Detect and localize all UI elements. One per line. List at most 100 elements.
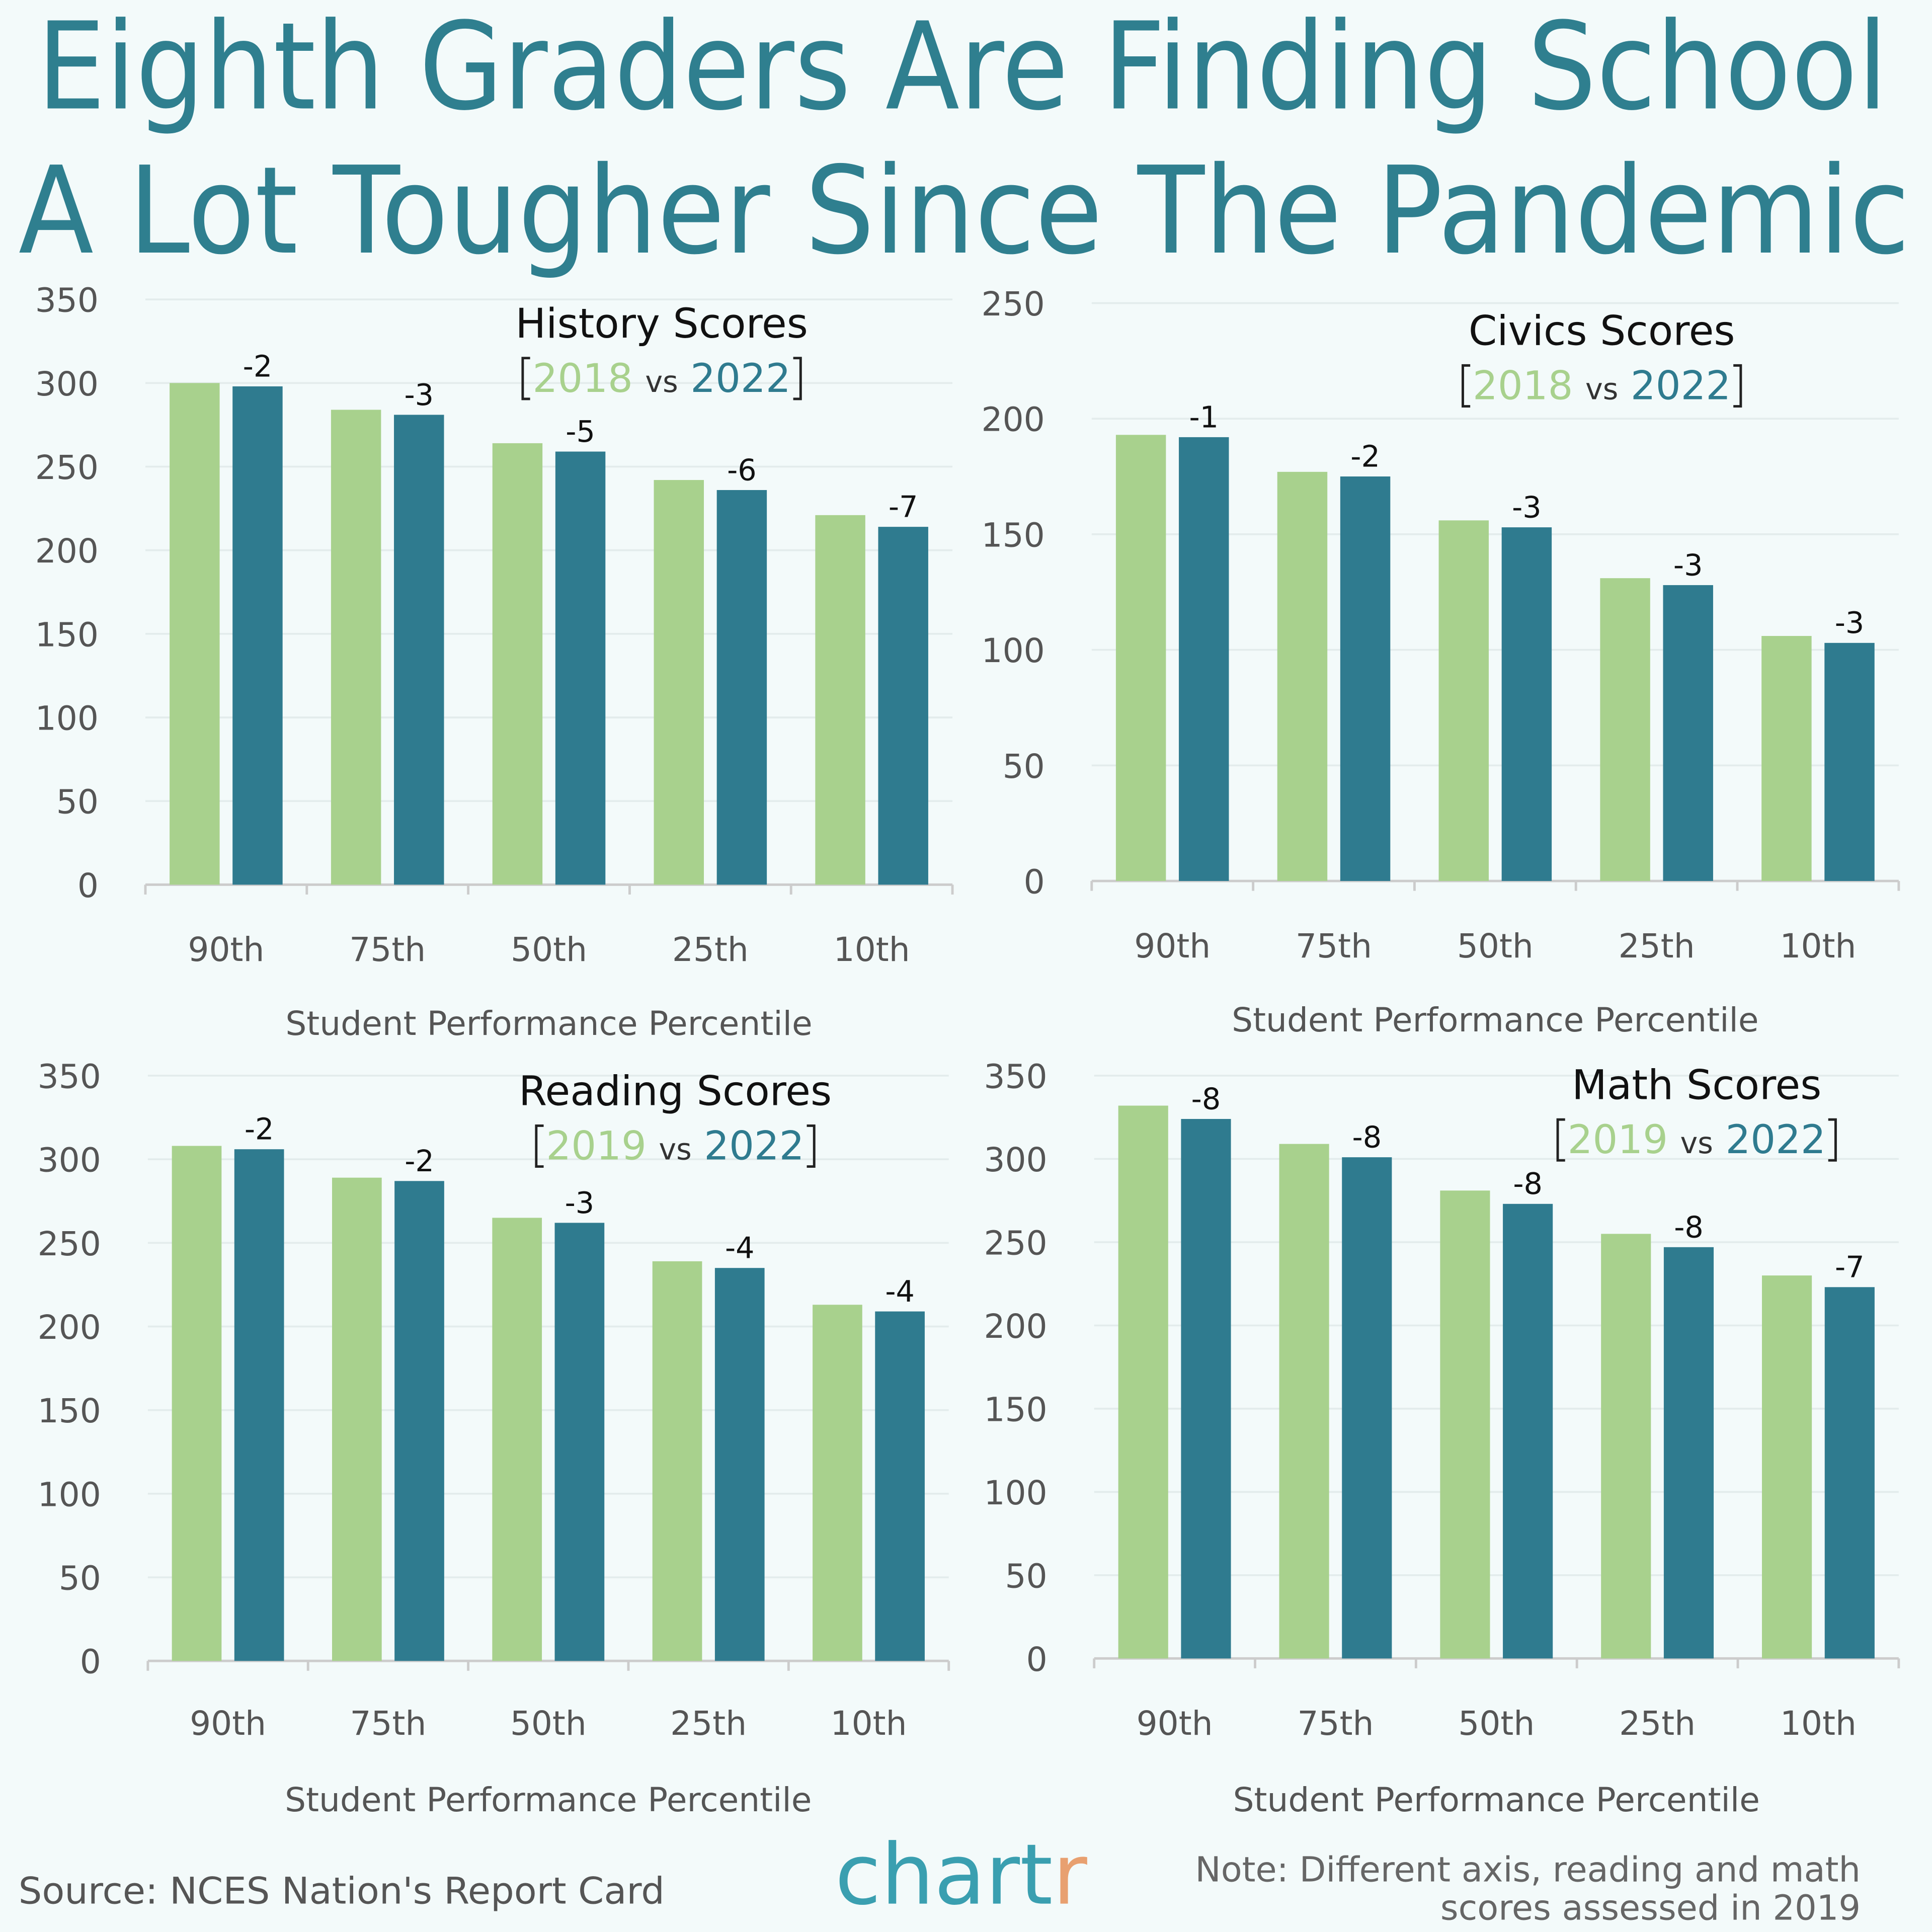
bar bbox=[394, 1181, 444, 1661]
x-tick-label: 10th bbox=[831, 1704, 907, 1743]
x-axis-title: Student Performance Percentile bbox=[1233, 1781, 1760, 1819]
bar bbox=[1277, 471, 1328, 881]
chart-title: Math Scores bbox=[1572, 1062, 1821, 1109]
legend-separator: vs bbox=[1680, 1125, 1713, 1160]
bar bbox=[1601, 1234, 1651, 1659]
x-tick-label: 90th bbox=[1137, 1704, 1213, 1743]
bar bbox=[1501, 527, 1552, 881]
data-label: -8 bbox=[1352, 1120, 1382, 1155]
legend-bracket bbox=[807, 1124, 816, 1168]
page-title: A Lot Tougher Since The Pandemic bbox=[19, 140, 1910, 281]
x-tick-label: 10th bbox=[1780, 1704, 1857, 1743]
data-label: -2 bbox=[1350, 439, 1380, 473]
bar bbox=[878, 527, 928, 885]
y-tick-label: 300 bbox=[35, 365, 99, 404]
bar bbox=[172, 1146, 222, 1661]
bar bbox=[1440, 1190, 1490, 1659]
y-tick-label: 100 bbox=[35, 699, 99, 738]
data-label: -3 bbox=[1835, 605, 1865, 640]
legend-bracket bbox=[535, 1124, 544, 1168]
legend: 2019 vs 2022 bbox=[1568, 1117, 1826, 1163]
y-tick-label: 200 bbox=[984, 1307, 1047, 1346]
data-label: -3 bbox=[1673, 547, 1703, 582]
chart-title: Reading Scores bbox=[519, 1068, 832, 1115]
x-tick-label: 50th bbox=[1458, 1704, 1535, 1743]
data-label: -8 bbox=[1513, 1166, 1543, 1201]
data-label: -1 bbox=[1189, 399, 1219, 434]
page-title: Eighth Graders Are Finding School bbox=[37, 0, 1887, 137]
x-tick-label: 75th bbox=[1296, 927, 1372, 965]
y-tick-label: 50 bbox=[56, 783, 99, 822]
bar bbox=[554, 1223, 605, 1661]
data-label: -8 bbox=[1674, 1210, 1704, 1244]
note: Note: Different axis, reading and math bbox=[1195, 1850, 1861, 1890]
y-tick-label: 250 bbox=[38, 1225, 101, 1263]
bar bbox=[716, 490, 767, 885]
y-tick-label: 350 bbox=[35, 281, 99, 320]
legend-entry: 2019 bbox=[546, 1123, 646, 1169]
chart-title: Civics Scores bbox=[1469, 308, 1735, 355]
bar bbox=[1600, 578, 1650, 881]
data-label: -7 bbox=[1835, 1250, 1865, 1284]
data-label: -4 bbox=[885, 1274, 915, 1309]
bar bbox=[1115, 435, 1166, 881]
legend-bracket bbox=[1462, 364, 1471, 408]
bar bbox=[1663, 585, 1713, 881]
bar bbox=[1340, 476, 1391, 881]
x-tick-label: 75th bbox=[1297, 1704, 1374, 1743]
bar bbox=[332, 1177, 382, 1661]
x-axis-title: Student Performance Percentile bbox=[285, 1781, 812, 1819]
bar bbox=[1279, 1144, 1329, 1659]
y-tick-label: 100 bbox=[38, 1475, 101, 1514]
legend-bracket bbox=[1733, 364, 1742, 408]
y-tick-label: 50 bbox=[59, 1559, 101, 1598]
y-tick-label: 0 bbox=[1026, 1640, 1048, 1679]
y-tick-label: 0 bbox=[77, 866, 99, 905]
y-tick-label: 200 bbox=[982, 400, 1045, 439]
legend-bracket bbox=[1828, 1118, 1837, 1162]
data-label: -3 bbox=[404, 377, 434, 412]
bar bbox=[1118, 1105, 1168, 1659]
legend-separator: vs bbox=[645, 364, 678, 399]
data-label: -2 bbox=[245, 1112, 274, 1147]
data-label: -8 bbox=[1191, 1081, 1221, 1116]
x-tick-label: 90th bbox=[1134, 927, 1211, 965]
legend-separator: vs bbox=[1585, 371, 1618, 406]
bar bbox=[492, 1218, 542, 1661]
legend-entry: 2018 bbox=[532, 356, 632, 401]
bar bbox=[234, 1149, 284, 1661]
y-tick-label: 300 bbox=[984, 1141, 1047, 1179]
x-tick-label: 25th bbox=[1619, 1704, 1696, 1743]
y-tick-label: 200 bbox=[38, 1308, 101, 1347]
data-label: -2 bbox=[243, 349, 273, 383]
data-label: -3 bbox=[565, 1185, 595, 1220]
bar bbox=[1342, 1157, 1392, 1659]
x-tick-label: 75th bbox=[350, 1704, 426, 1743]
bar bbox=[232, 386, 283, 885]
bar bbox=[331, 410, 381, 885]
legend-bracket bbox=[1556, 1118, 1565, 1162]
legend-entry: 2022 bbox=[1631, 363, 1731, 409]
bar bbox=[1824, 1287, 1875, 1659]
x-tick-label: 10th bbox=[834, 930, 910, 969]
legend-entry: 2022 bbox=[704, 1123, 804, 1169]
y-tick-label: 50 bbox=[1005, 1557, 1048, 1595]
y-tick-label: 150 bbox=[38, 1392, 101, 1430]
legend-entry: 2022 bbox=[1725, 1117, 1825, 1163]
x-axis-title: Student Performance Percentile bbox=[1232, 1001, 1758, 1039]
legend-separator: vs bbox=[659, 1132, 691, 1166]
legend: 2018 vs 2022 bbox=[532, 356, 790, 401]
x-tick-label: 50th bbox=[1457, 927, 1534, 965]
bar bbox=[652, 1261, 702, 1661]
legend-bracket bbox=[521, 357, 530, 400]
bar bbox=[1181, 1119, 1231, 1659]
bar bbox=[1824, 642, 1875, 881]
bar bbox=[492, 443, 543, 885]
legend-entry: 2018 bbox=[1473, 363, 1573, 409]
y-tick-label: 150 bbox=[35, 615, 99, 654]
bar bbox=[1663, 1247, 1714, 1659]
legend: 2018 vs 2022 bbox=[1473, 363, 1731, 409]
data-label: -2 bbox=[405, 1144, 434, 1178]
y-tick-label: 100 bbox=[982, 631, 1045, 670]
y-tick-label: 0 bbox=[1024, 863, 1045, 902]
